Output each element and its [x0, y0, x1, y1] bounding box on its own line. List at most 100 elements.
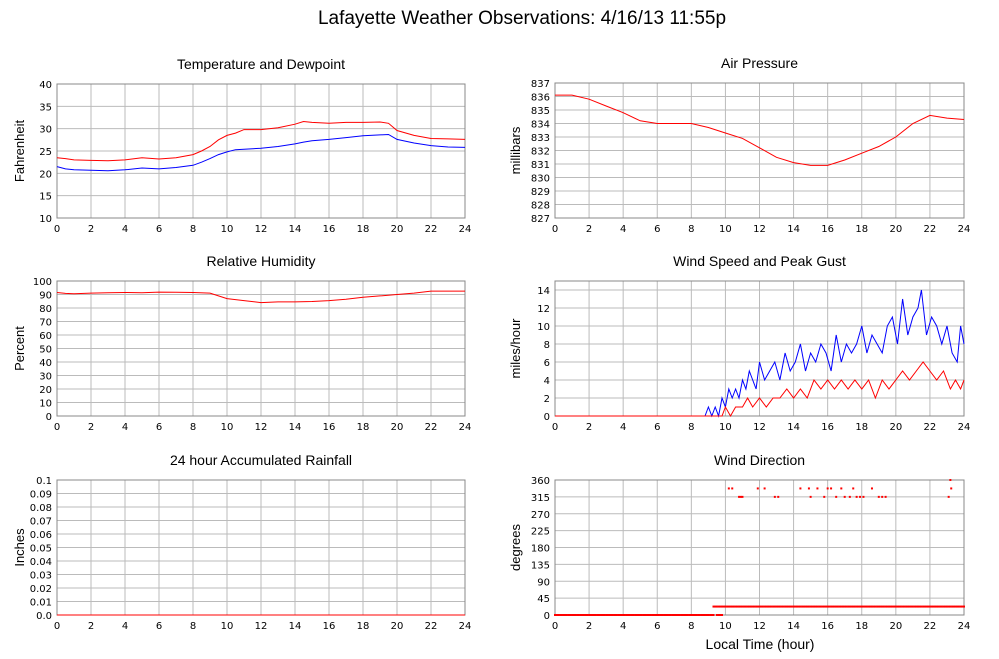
wind-direction-point	[925, 605, 928, 608]
wind-direction-point	[628, 614, 631, 616]
x-tick-label: 4	[122, 422, 128, 433]
wind-direction-point	[884, 495, 887, 498]
wind-direction-point	[623, 614, 626, 616]
y-tick-label: 225	[531, 527, 550, 538]
x-axis-label: Local Time (hour)	[706, 636, 815, 652]
wind-direction-point	[763, 605, 766, 608]
x-tick-label: 14	[787, 422, 800, 433]
x-tick-label: 0	[552, 224, 558, 235]
wind-direction-point	[891, 605, 894, 608]
y-axis-label: Inches	[12, 528, 27, 567]
x-tick-label: 12	[255, 422, 268, 433]
x-tick-label: 10	[221, 621, 234, 632]
temp-series-line-0	[56, 120, 466, 162]
wind-direction-point	[593, 614, 596, 616]
wind-direction-point	[727, 605, 730, 608]
x-tick-label: 6	[156, 224, 162, 235]
wind-direction-point	[739, 605, 742, 608]
wind-direction-point	[862, 495, 865, 498]
x-tick-label: 10	[719, 224, 732, 235]
wind-direction-point	[888, 605, 891, 608]
wind-direction-point	[724, 605, 727, 608]
wind-direction-point	[932, 605, 935, 608]
wind-direction-point	[835, 605, 838, 608]
wind-direction-point	[898, 605, 901, 608]
wind-direction-point	[673, 614, 676, 616]
x-tick-label: 2	[88, 224, 94, 235]
wind-direction-point	[721, 614, 724, 616]
x-tick-label: 18	[855, 224, 868, 235]
y-tick-label: 0.08	[30, 503, 52, 514]
wind-direction-point	[838, 605, 841, 608]
chart-title: 24 hour Accumulated Rainfall	[170, 452, 352, 468]
x-tick-label: 0	[54, 621, 60, 632]
wind-direction-point	[598, 614, 601, 616]
x-tick-label: 10	[221, 224, 234, 235]
wind-direction-point	[780, 605, 783, 608]
wind-direction-point	[865, 605, 868, 608]
y-tick-label: 45	[537, 594, 550, 605]
wind-direction-point	[635, 614, 638, 616]
x-tick-label: 22	[425, 621, 438, 632]
wind-direction-point	[617, 614, 620, 616]
wind-direction-point	[848, 495, 851, 498]
y-tick-label: 0.0	[36, 611, 52, 622]
wind-direction-point	[582, 614, 585, 616]
wind-direction-point	[565, 614, 568, 616]
wind-direction-point	[833, 605, 836, 608]
y-tick-label: 827	[531, 214, 550, 225]
wind-direction-point	[652, 614, 655, 616]
wind-direction-point	[930, 605, 933, 608]
y-tick-label: 0.07	[30, 517, 52, 528]
x-tick-label: 2	[586, 224, 592, 235]
wind-direction-point	[835, 495, 838, 498]
x-tick-label: 4	[620, 224, 626, 235]
wind-direction-point	[884, 605, 887, 608]
x-tick-label: 0	[54, 422, 60, 433]
x-tick-label: 2	[586, 422, 592, 433]
y-tick-label: 836	[531, 93, 550, 104]
x-tick-label: 14	[787, 621, 800, 632]
chart-title: Wind Speed and Peak Gust	[673, 253, 846, 269]
plot-frame	[554, 479, 965, 616]
wind-direction-point	[637, 614, 640, 616]
page-title: Lafayette Weather Observations: 4/16/13 …	[318, 8, 726, 29]
wind-direction-point	[881, 495, 884, 498]
wind-direction-point	[669, 614, 672, 616]
wind-direction-point	[877, 495, 880, 498]
wind-direction-point	[615, 614, 618, 616]
wind-direction-point	[736, 605, 739, 608]
wind-direction-point	[893, 605, 896, 608]
wind-direction-point	[836, 605, 839, 608]
wind-direction-point	[848, 605, 851, 608]
x-tick-label: 20	[391, 621, 404, 632]
wind-direction-point	[823, 495, 826, 498]
wind-direction-point	[761, 605, 764, 608]
wind-direction-point	[693, 614, 696, 616]
wind-direction-point	[807, 487, 810, 490]
wind-direction-point	[564, 614, 567, 616]
wind-direction-point	[862, 605, 865, 608]
wind-direction-point	[719, 614, 722, 616]
wind-direction-point	[787, 605, 790, 608]
wind-direction-point	[627, 614, 630, 616]
wind-direction-point	[784, 605, 787, 608]
wind-direction-point	[746, 605, 749, 608]
x-tick-label: 16	[323, 621, 336, 632]
wind-direction-point	[618, 614, 621, 616]
wind-direction-point	[906, 605, 909, 608]
chart-title: Air Pressure	[721, 55, 798, 71]
wind-direction-point	[683, 614, 686, 616]
wind-direction-point	[610, 614, 613, 616]
x-tick-label: 24	[459, 224, 472, 235]
y-tick-label: 20	[39, 385, 52, 396]
wind-direction-point	[910, 605, 913, 608]
wind-direction-point	[748, 605, 751, 608]
x-tick-label: 12	[255, 621, 268, 632]
wind-direction-point	[709, 614, 712, 616]
wind-direction-point	[915, 605, 918, 608]
wind-direction-point	[666, 614, 669, 616]
plot-frame	[56, 280, 466, 417]
wind-direction-point	[809, 495, 812, 498]
